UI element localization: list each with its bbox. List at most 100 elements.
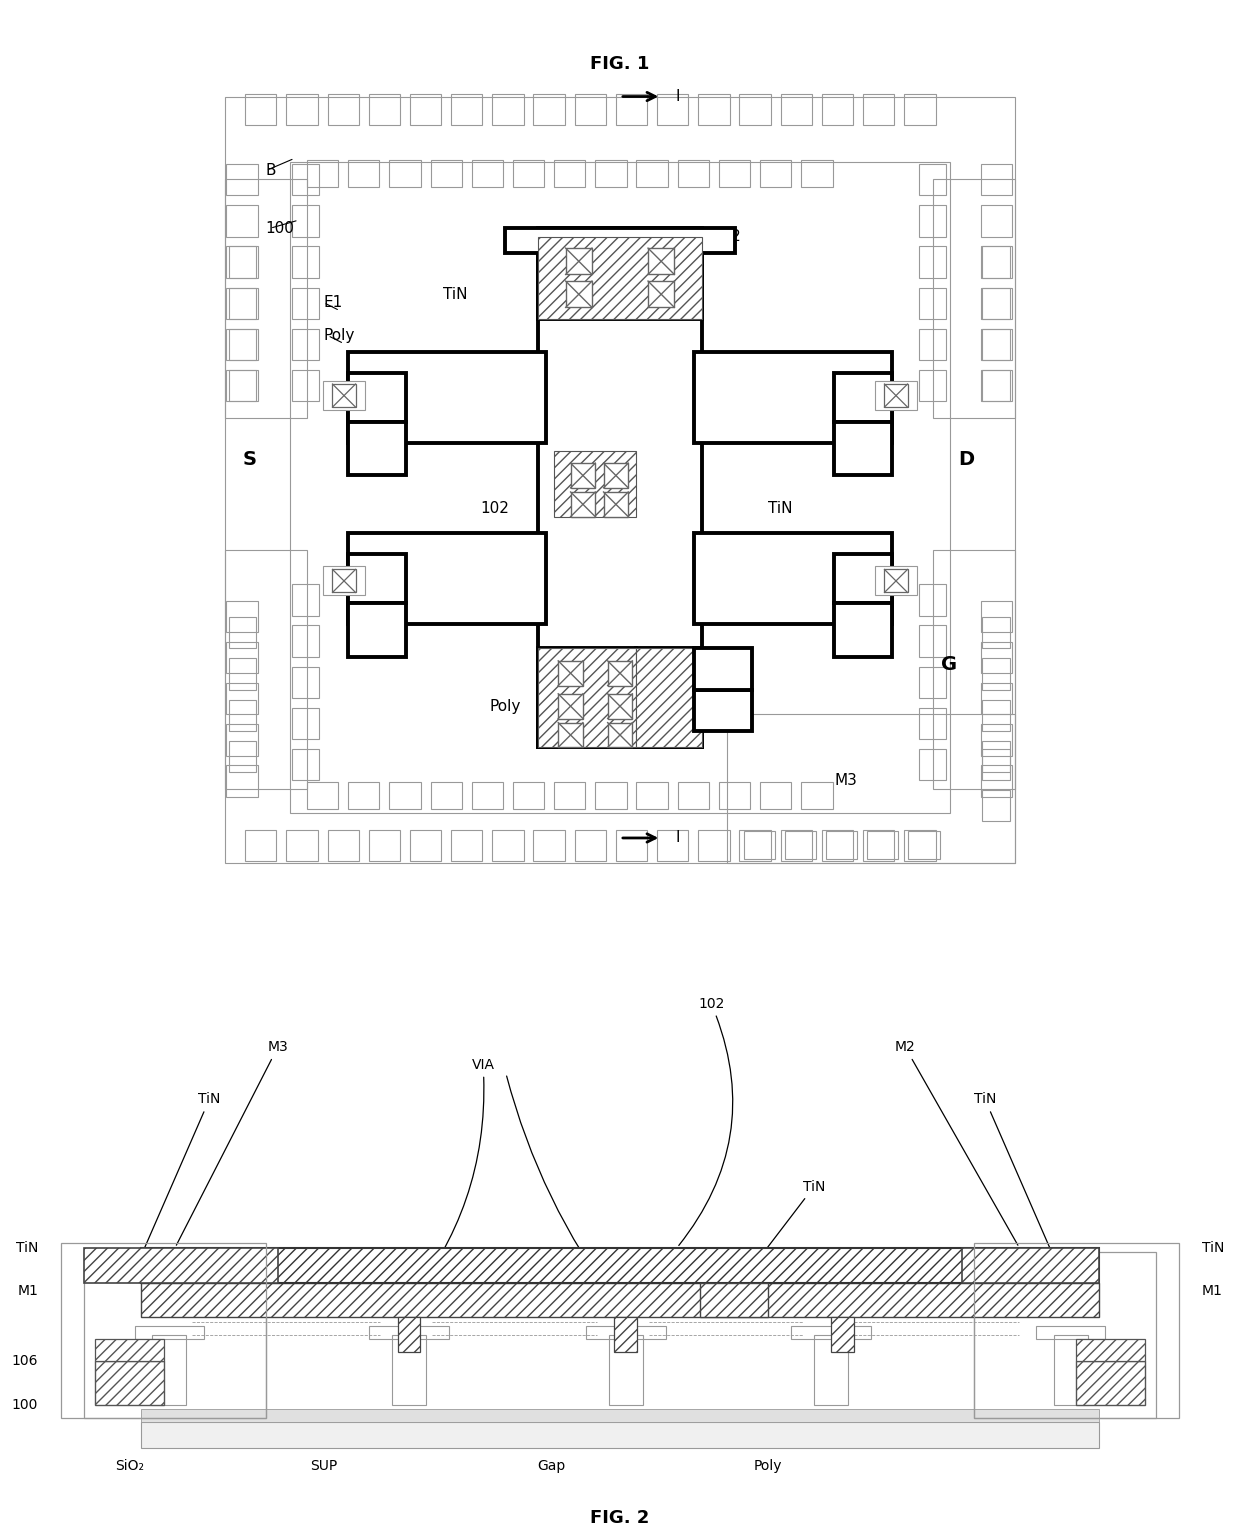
Text: M1: M1 (1202, 1285, 1223, 1298)
Bar (327, 830, 358, 860)
Bar (226, 205, 258, 237)
Bar (84, 1248, 278, 1283)
Bar (1076, 1340, 1145, 1361)
Bar (558, 694, 583, 718)
Bar (678, 782, 709, 808)
Bar (835, 372, 892, 423)
Bar (226, 164, 258, 196)
Text: 100: 100 (12, 1398, 38, 1412)
Bar (368, 93, 401, 126)
Text: VIA: VIA (405, 1058, 495, 1306)
Bar (981, 641, 1012, 674)
Bar (574, 830, 606, 860)
Bar (981, 683, 1012, 715)
Bar (246, 93, 277, 126)
Bar (410, 93, 441, 126)
Bar (698, 93, 729, 126)
Bar (293, 585, 320, 615)
Bar (678, 159, 709, 187)
Bar (286, 830, 317, 860)
Bar (228, 617, 255, 649)
Bar (727, 715, 1016, 862)
Bar (982, 371, 1009, 401)
Bar (982, 749, 1009, 781)
Bar (919, 626, 946, 657)
Bar (781, 830, 812, 860)
Bar (430, 159, 461, 187)
Bar (410, 830, 441, 860)
Bar (904, 93, 935, 126)
Bar (919, 666, 946, 698)
Bar (826, 831, 857, 859)
Bar (616, 830, 647, 860)
Bar (348, 554, 405, 603)
Bar (430, 782, 461, 808)
Bar (744, 831, 775, 859)
Bar (348, 533, 546, 623)
Text: TiN: TiN (735, 1180, 825, 1289)
Bar (604, 462, 629, 488)
Bar (290, 162, 950, 813)
Bar (224, 96, 1016, 862)
Bar (636, 159, 668, 187)
Bar (904, 830, 935, 860)
Bar (919, 288, 946, 318)
Bar (982, 700, 1009, 730)
Bar (657, 93, 688, 126)
Bar (835, 423, 892, 476)
Bar (538, 649, 636, 747)
Bar (875, 566, 916, 596)
Bar (533, 830, 564, 860)
Bar (332, 570, 356, 592)
Bar (863, 830, 894, 860)
Bar (981, 600, 1012, 632)
Text: SUP: SUP (310, 1459, 337, 1473)
Text: Poly: Poly (754, 1459, 782, 1473)
Bar (324, 381, 365, 410)
Bar (932, 550, 1016, 788)
Bar (982, 741, 1009, 772)
Bar (293, 749, 320, 781)
Bar (614, 1317, 637, 1352)
Bar (558, 661, 583, 686)
Bar (867, 831, 899, 859)
Text: Poly: Poly (490, 698, 521, 713)
Bar (286, 93, 317, 126)
Bar (919, 585, 946, 615)
Bar (492, 830, 523, 860)
Bar (608, 723, 632, 747)
Text: E1: E1 (324, 295, 342, 309)
Bar (84, 1252, 267, 1418)
Bar (884, 384, 908, 407)
Bar (308, 159, 339, 187)
Bar (293, 205, 320, 237)
Bar (558, 723, 583, 747)
Bar (831, 1317, 854, 1352)
Bar (781, 93, 812, 126)
Bar (962, 1248, 1099, 1283)
Bar (884, 570, 908, 592)
Bar (228, 658, 255, 689)
Text: SiO₂: SiO₂ (115, 1459, 144, 1473)
Bar (919, 371, 946, 401)
Text: TiN: TiN (443, 286, 467, 302)
Text: 106: 106 (11, 1353, 38, 1367)
Bar (981, 766, 1012, 796)
Bar (348, 782, 379, 808)
Bar (694, 352, 892, 442)
Bar (801, 782, 832, 808)
Text: 100: 100 (265, 220, 295, 236)
Bar (981, 724, 1012, 756)
Bar (604, 491, 629, 516)
Bar (835, 603, 892, 657)
Bar (649, 248, 675, 274)
Text: TiN: TiN (769, 501, 792, 516)
Bar (801, 159, 832, 187)
Bar (636, 649, 702, 747)
Bar (226, 641, 258, 674)
Bar (538, 237, 702, 318)
Bar (875, 381, 916, 410)
Bar (981, 164, 1012, 196)
Bar (538, 237, 702, 318)
Bar (719, 159, 750, 187)
